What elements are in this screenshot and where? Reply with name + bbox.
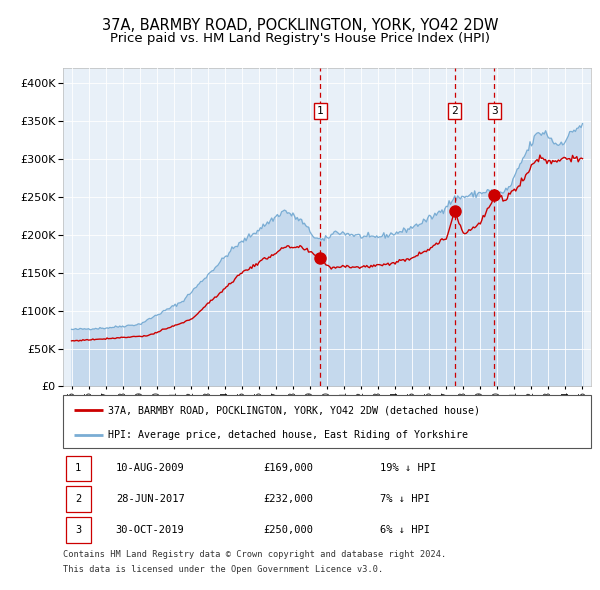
Text: 19% ↓ HPI: 19% ↓ HPI bbox=[380, 464, 436, 473]
Text: 7% ↓ HPI: 7% ↓ HPI bbox=[380, 494, 430, 504]
Text: 3: 3 bbox=[491, 106, 498, 116]
FancyBboxPatch shape bbox=[65, 486, 91, 512]
Text: 28-JUN-2017: 28-JUN-2017 bbox=[116, 494, 185, 504]
Text: 1: 1 bbox=[75, 464, 82, 473]
Text: 37A, BARMBY ROAD, POCKLINGTON, YORK, YO42 2DW (detached house): 37A, BARMBY ROAD, POCKLINGTON, YORK, YO4… bbox=[108, 405, 480, 415]
Text: 10-AUG-2009: 10-AUG-2009 bbox=[116, 464, 185, 473]
FancyBboxPatch shape bbox=[63, 395, 591, 448]
Text: £250,000: £250,000 bbox=[263, 525, 314, 535]
Text: 2: 2 bbox=[451, 106, 458, 116]
Text: £169,000: £169,000 bbox=[263, 464, 314, 473]
Text: This data is licensed under the Open Government Licence v3.0.: This data is licensed under the Open Gov… bbox=[63, 565, 383, 573]
Text: £232,000: £232,000 bbox=[263, 494, 314, 504]
Text: Price paid vs. HM Land Registry's House Price Index (HPI): Price paid vs. HM Land Registry's House … bbox=[110, 32, 490, 45]
Text: 3: 3 bbox=[75, 525, 82, 535]
FancyBboxPatch shape bbox=[65, 455, 91, 481]
Text: 2: 2 bbox=[75, 494, 82, 504]
Text: 6% ↓ HPI: 6% ↓ HPI bbox=[380, 525, 430, 535]
FancyBboxPatch shape bbox=[65, 517, 91, 543]
Text: HPI: Average price, detached house, East Riding of Yorkshire: HPI: Average price, detached house, East… bbox=[108, 430, 468, 440]
Text: 37A, BARMBY ROAD, POCKLINGTON, YORK, YO42 2DW: 37A, BARMBY ROAD, POCKLINGTON, YORK, YO4… bbox=[102, 18, 498, 32]
Text: Contains HM Land Registry data © Crown copyright and database right 2024.: Contains HM Land Registry data © Crown c… bbox=[63, 550, 446, 559]
Text: 30-OCT-2019: 30-OCT-2019 bbox=[116, 525, 185, 535]
Text: 1: 1 bbox=[317, 106, 323, 116]
